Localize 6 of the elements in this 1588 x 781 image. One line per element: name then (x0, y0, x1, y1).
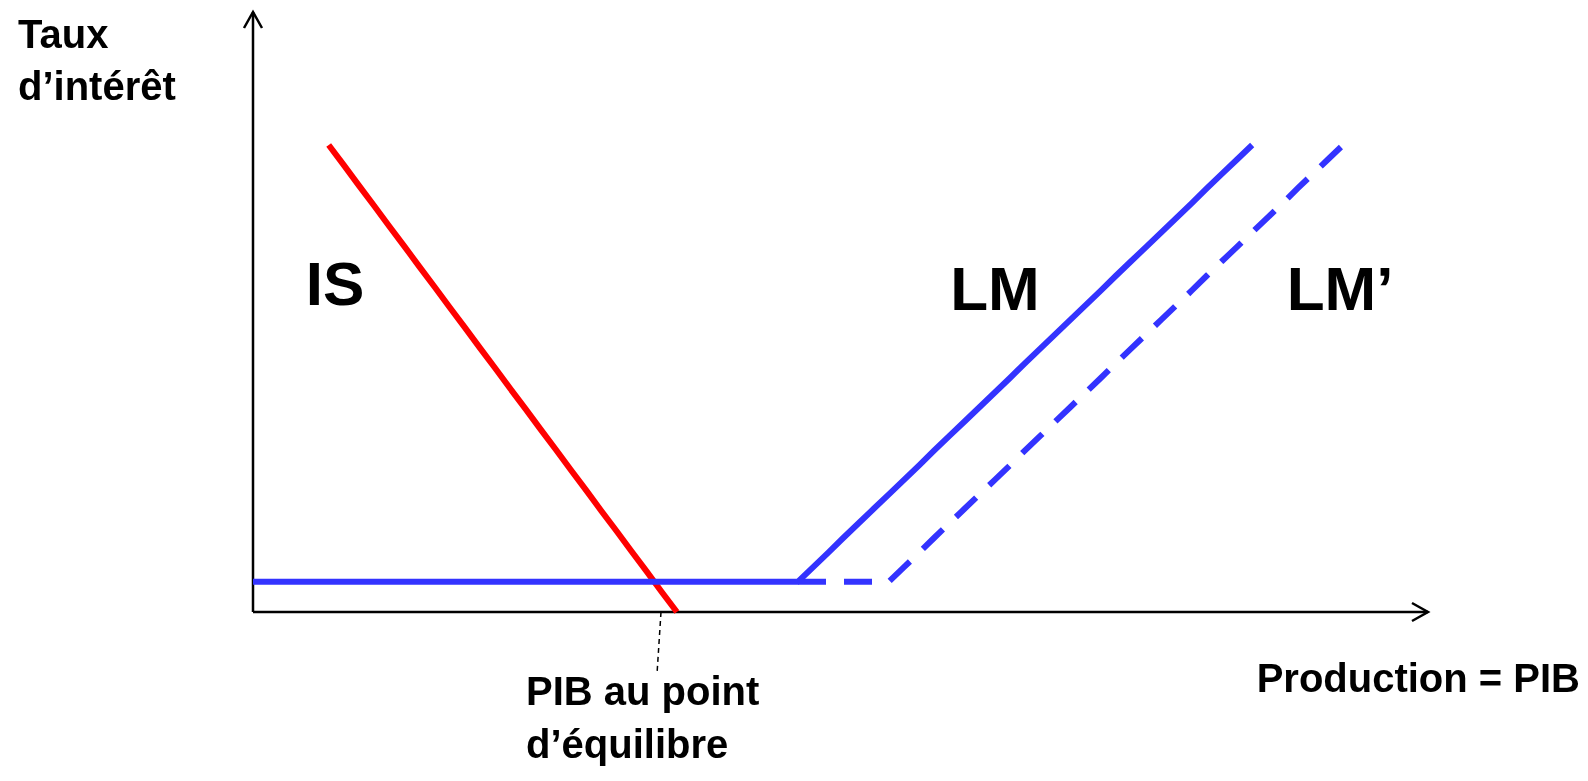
x-axis-title: Production = PIB (1256, 656, 1580, 700)
series-label: IS (305, 249, 365, 318)
series-label: LM’ (1286, 254, 1394, 323)
series-label: LM (950, 254, 1040, 323)
text: PIB au point d’équilibre (526, 669, 760, 766)
y-axis-title: Taux d’intérêt (18, 12, 176, 108)
